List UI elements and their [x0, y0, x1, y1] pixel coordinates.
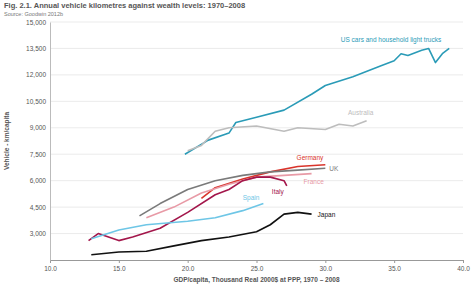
series-label: Germany [297, 154, 324, 162]
series-line [91, 204, 263, 239]
x-tick-mark [463, 260, 464, 263]
grid-line [50, 74, 463, 75]
y-tick-label: 4,500 [30, 204, 47, 211]
y-tick: 9,000 [30, 124, 50, 131]
y-tick-label: 7,500 [30, 151, 47, 158]
subtitle: Source: Goodwin 2012b [4, 11, 63, 17]
x-tick: 10.0 [44, 260, 57, 272]
series-label: UK [329, 165, 339, 172]
x-tick-mark [325, 260, 326, 263]
y-tick: 15,000 [26, 19, 50, 26]
series-label: US cars and household light trucks [341, 36, 442, 44]
y-axis-line [50, 23, 51, 261]
y-axis-title: Vehicle - km/capita [3, 112, 11, 171]
series-labels: US cars and household light trucks Austra… [243, 36, 442, 219]
chart: Fig. 2.1. Annual vehicle kilometres agai… [0, 0, 474, 285]
y-tick: 4,500 [30, 204, 50, 211]
grid-line [50, 48, 463, 49]
y-tick-label: 10,500 [26, 98, 46, 105]
y-tick: 3,000 [30, 230, 50, 237]
grid-line [50, 127, 463, 128]
y-tick-label: 13,500 [26, 45, 46, 52]
title: Fig. 2.1. Annual vehicle kilometres agai… [4, 1, 245, 10]
y-tick: 7,500 [30, 151, 50, 158]
series-label: Italy [272, 188, 285, 196]
y-tick: 12,000 [26, 71, 50, 78]
grid-line [50, 101, 463, 102]
grid-line [50, 233, 463, 234]
x-tick: 15.0 [113, 260, 126, 272]
y-tick: 13,500 [26, 45, 50, 52]
y-tick-label: 9,000 [30, 124, 47, 131]
grid-line [50, 180, 463, 181]
x-tick: 20.0 [182, 260, 195, 272]
series-label: Australia [348, 109, 374, 116]
y-axis: 3,000 4,500 6,000 7,500 9,000 10,500 12,000 13,… [26, 19, 50, 261]
y-tick-label: 15,000 [26, 19, 46, 26]
grid-line [50, 22, 463, 23]
y-tick-label: 6,000 [30, 177, 47, 184]
x-axis-title: GDP/capita, Thousand Real 2000$ at PPP, … [173, 276, 339, 284]
grid [50, 22, 463, 234]
x-tick: 40.0 [457, 260, 470, 272]
y-tick: 6,000 [30, 177, 50, 184]
x-tick-mark [394, 260, 395, 263]
series-label: Japan [318, 211, 336, 219]
x-tick-label: 40.0 [457, 265, 470, 272]
grid-line [50, 154, 463, 155]
series-line [146, 174, 311, 218]
lines [89, 48, 450, 254]
x-tick-mark [119, 260, 120, 263]
x-tick-mark [188, 260, 189, 263]
series-line [185, 48, 449, 154]
series-label: Spain [243, 194, 260, 202]
series-line [188, 121, 367, 151]
y-tick-label: 3,000 [30, 230, 47, 237]
x-tick: 35.0 [388, 260, 401, 272]
x-tick-label: 25.0 [251, 265, 264, 272]
x-tick-label: 20.0 [182, 265, 195, 272]
x-tick-mark [257, 260, 258, 263]
x-tick-label: 15.0 [113, 265, 126, 272]
x-tick: 30.0 [320, 260, 333, 272]
x-tick-label: 30.0 [320, 265, 333, 272]
x-axis: 10.0 15.0 20.0 25.0 30.0 35.0 40.0 [44, 260, 470, 272]
x-axis-line [51, 261, 464, 264]
series-line [91, 212, 311, 254]
series-label: France [304, 178, 325, 185]
y-tick-label: 12,000 [26, 71, 46, 78]
x-tick-label: 35.0 [388, 265, 401, 272]
y-tick: 10,500 [26, 98, 50, 105]
x-tick: 25.0 [251, 260, 264, 272]
x-tick-label: 10.0 [44, 265, 57, 272]
